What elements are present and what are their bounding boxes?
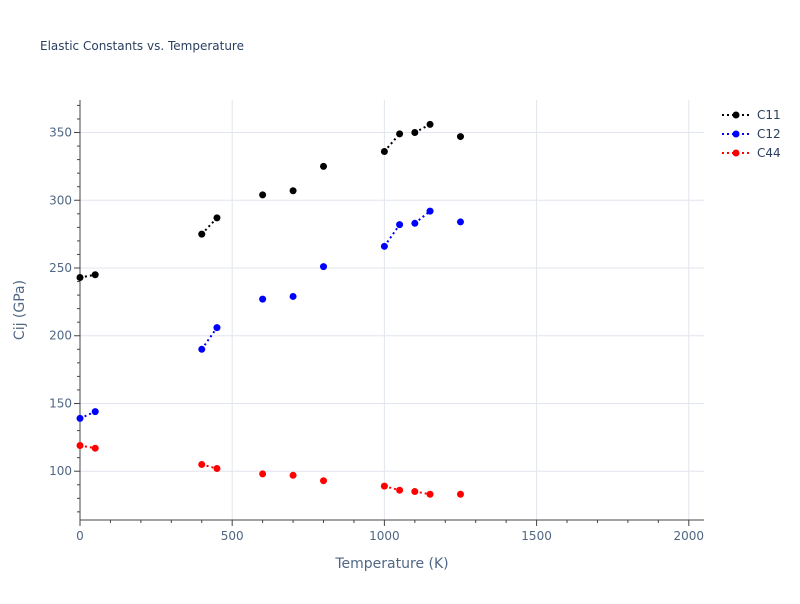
x-tick-label: 0 xyxy=(76,529,84,543)
chart-title: Elastic Constants vs. Temperature xyxy=(40,39,244,53)
data-point xyxy=(289,187,297,195)
data-point xyxy=(259,191,267,199)
data-point xyxy=(396,130,404,138)
data-point xyxy=(91,444,99,452)
y-tick-label: 350 xyxy=(49,126,72,140)
y-tick-label: 100 xyxy=(49,464,72,478)
legend-marker xyxy=(732,111,740,119)
data-point xyxy=(91,271,99,279)
data-point xyxy=(76,273,84,281)
x-tick-label: 500 xyxy=(221,529,244,543)
data-point xyxy=(426,207,434,215)
legend-item-c44[interactable]: C44 xyxy=(722,146,781,160)
data-point xyxy=(76,441,84,449)
data-point xyxy=(259,470,267,478)
legend-item-c11[interactable]: C11 xyxy=(722,108,781,122)
legend-marker xyxy=(732,130,740,138)
series-c44 xyxy=(76,441,464,498)
data-point xyxy=(213,465,221,473)
series-c12 xyxy=(76,207,464,422)
data-point xyxy=(380,147,388,155)
axes-layer: 0 500 1000 1500 2000 100 150 200 250 300 350 xyxy=(49,100,704,543)
data-point xyxy=(426,120,434,128)
data-point xyxy=(198,460,206,468)
legend-label: C44 xyxy=(757,146,781,160)
data-point xyxy=(411,488,419,496)
data-point xyxy=(91,408,99,416)
series-segment xyxy=(200,327,218,350)
data-point xyxy=(411,219,419,227)
series-segment xyxy=(201,217,218,235)
data-point xyxy=(396,486,404,494)
data-point xyxy=(289,292,297,300)
data-point xyxy=(76,414,84,422)
x-tick-label: 1000 xyxy=(369,529,400,543)
legend-label: C11 xyxy=(757,108,781,122)
x-tick-label: 1500 xyxy=(521,529,552,543)
y-tick-label: 300 xyxy=(49,193,72,207)
data-point xyxy=(289,471,297,479)
legend-item-c12[interactable]: C12 xyxy=(722,127,781,141)
data-point xyxy=(259,295,267,303)
series-c11 xyxy=(76,120,464,281)
data-point xyxy=(320,162,328,170)
y-tick-label: 150 xyxy=(49,396,72,410)
data-point xyxy=(396,221,404,229)
y-axis-title: Cij (GPa) xyxy=(12,280,28,340)
y-tick-label: 250 xyxy=(49,261,72,275)
series-segment xyxy=(383,133,401,153)
data-point xyxy=(320,263,328,271)
data-point xyxy=(198,230,206,238)
legend-marker xyxy=(732,149,740,157)
data-point xyxy=(456,133,464,141)
grid-layer xyxy=(80,100,704,520)
series-segment xyxy=(383,224,401,247)
data-point xyxy=(380,482,388,490)
data-point xyxy=(411,129,419,137)
data-point xyxy=(380,242,388,250)
data-point xyxy=(198,345,206,353)
legend[interactable]: C11 C12 C44 xyxy=(722,108,781,160)
data-point xyxy=(456,218,464,226)
data-point xyxy=(456,490,464,498)
x-axis-title: Temperature (K) xyxy=(334,556,448,572)
data-point xyxy=(213,214,221,222)
data-point xyxy=(320,477,328,485)
x-tick-label: 2000 xyxy=(674,529,705,543)
data-point xyxy=(213,324,221,332)
data-point xyxy=(426,490,434,498)
legend-label: C12 xyxy=(757,127,781,141)
series-layer xyxy=(76,120,464,498)
y-tick-label: 200 xyxy=(49,329,72,343)
